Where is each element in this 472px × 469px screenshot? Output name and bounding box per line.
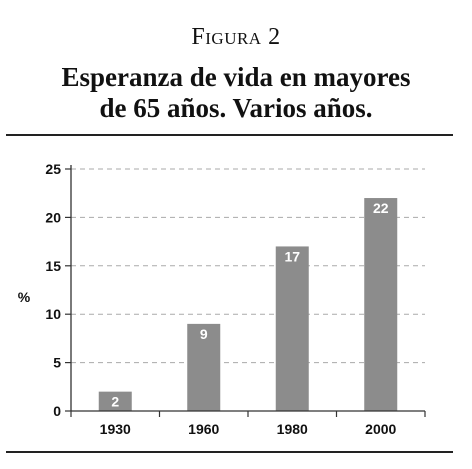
bar-1930 (98, 391, 132, 411)
bar-2000 (364, 198, 398, 411)
label-layer: 0 5 10 15 20 25% 2 1930 9 1960 17 1980 22 2000 (18, 161, 397, 437)
chart-title: Esperanza de vida en mayores de 65 años.… (0, 62, 472, 124)
y-tick-label: 10 (45, 306, 61, 322)
y-tick-label: 15 (45, 258, 61, 274)
data-label: 17 (284, 248, 300, 264)
y-axis-label: % (18, 289, 31, 305)
data-label: 9 (200, 326, 208, 342)
figure-label: Figura 2 (191, 24, 281, 50)
bar-1980 (275, 246, 309, 411)
chart-title-line-2: de 65 años. Varios años. (99, 93, 373, 123)
y-tick-label: 5 (53, 355, 61, 371)
chart-title-line-1: Esperanza de vida en mayores (61, 62, 411, 92)
x-tick-label: 1980 (277, 421, 308, 437)
axis-layer (65, 165, 426, 417)
bar-1960 (187, 323, 221, 411)
bar-layer (98, 198, 398, 411)
grid-layer (71, 168, 425, 364)
top-rule (6, 134, 453, 136)
y-tick-label: 0 (53, 403, 61, 419)
x-tick-label: 1960 (188, 421, 219, 437)
y-tick-label: 20 (45, 209, 61, 225)
x-tick-label: 2000 (365, 421, 396, 437)
bottom-rule (6, 451, 453, 453)
data-label: 2 (111, 394, 119, 410)
x-tick-label: 1930 (100, 421, 131, 437)
y-tick-label: 25 (45, 161, 61, 177)
data-label: 22 (373, 200, 389, 216)
